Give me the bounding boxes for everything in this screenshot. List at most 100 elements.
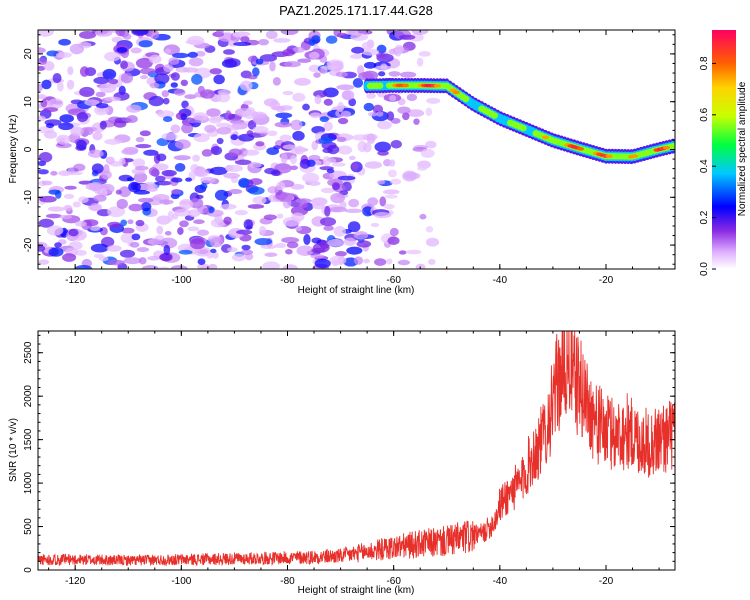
heatmap-cell: [197, 258, 206, 266]
heatmap-cell: [135, 143, 152, 149]
ridge-cell: [452, 90, 460, 95]
x-tick-label: -120: [65, 576, 85, 587]
heatmap-cell: [364, 161, 383, 169]
heatmap-cell: [149, 82, 160, 89]
x-tick-label: -100: [171, 576, 191, 587]
heatmap-cell: [56, 134, 71, 145]
heatmap-cell: [162, 116, 173, 123]
heatmap-cell: [377, 120, 392, 130]
heatmap-cell: [193, 219, 205, 225]
heatmap-cell: [335, 71, 348, 78]
heatmap-cell: [171, 177, 183, 183]
heatmap-cell: [255, 141, 265, 147]
heatmap-cell: [370, 222, 380, 227]
heatmap-cell: [101, 170, 112, 180]
heatmap-cell: [262, 261, 280, 269]
heatmap-cell: [216, 127, 232, 135]
heatmap-cell: [159, 199, 174, 205]
spectrogram-y-ticks: -20 -10 0 10 20: [23, 34, 675, 265]
colorbar-tick-label: 0.6: [699, 107, 710, 121]
heatmap-cell: [362, 206, 374, 217]
heatmap-cell: [179, 200, 191, 205]
heatmap-cell: [119, 157, 126, 165]
heatmap-cell: [119, 249, 136, 258]
heatmap-cell: [282, 48, 295, 57]
y-tick-label: 0: [23, 567, 34, 573]
heatmap-cell: [289, 154, 297, 165]
snr-series-line: [38, 331, 675, 567]
heatmap-cell: [197, 263, 210, 269]
heatmap-cell: [378, 71, 386, 77]
heatmap-cell: [376, 44, 387, 54]
heatmap-cell: [228, 148, 242, 157]
heatmap-cell: [206, 253, 214, 259]
heatmap-cell: [353, 231, 369, 240]
heatmap-cell: [154, 175, 166, 182]
heatmap-cell: [336, 136, 347, 143]
heatmap-cell: [170, 72, 180, 81]
heatmap-cell: [292, 92, 306, 102]
heatmap-cell: [346, 246, 363, 255]
heatmap-cell: [314, 258, 331, 269]
heatmap-cell: [290, 147, 301, 155]
heatmap-cell: [181, 123, 194, 134]
y-tick-label: 10: [23, 96, 34, 108]
heatmap-cell: [290, 184, 305, 190]
heatmap-cell: [38, 47, 46, 54]
heatmap-cell: [73, 163, 86, 172]
heatmap-cell: [329, 206, 347, 213]
colorbar-tick-label: 0.8: [699, 56, 710, 70]
heatmap-cell: [133, 172, 148, 183]
heatmap-cell: [182, 67, 199, 73]
heatmap-cell: [163, 64, 174, 73]
heatmap-cell: [168, 57, 180, 65]
y-tick-label: 1000: [23, 472, 34, 495]
ridge-cell: [541, 135, 549, 140]
heatmap-cell: [374, 141, 391, 153]
heatmap-cell: [234, 209, 248, 216]
heatmap-cell: [333, 226, 346, 237]
heatmap-cell: [38, 94, 47, 100]
heatmap-cell: [156, 138, 169, 147]
snr-xlabel: Height of straight line (km): [298, 585, 415, 596]
heatmap-cell: [246, 130, 254, 136]
ridge-cell: [631, 154, 639, 158]
heatmap-cell: [325, 35, 338, 44]
heatmap-cell: [234, 159, 252, 166]
heatmap-cell: [314, 94, 322, 105]
heatmap-cell: [252, 196, 267, 205]
heatmap-cell: [209, 166, 228, 176]
heatmap-cell: [43, 130, 58, 139]
heatmap-cell: [399, 71, 417, 78]
heatmap-cell: [375, 52, 386, 59]
heatmap-cell: [252, 125, 269, 134]
heatmap-cell: [93, 76, 110, 85]
heatmap-cell: [361, 41, 373, 50]
heatmap-cell: [116, 46, 128, 53]
heatmap-cell: [296, 245, 314, 256]
heatmap-cell: [247, 55, 259, 63]
heatmap-cell: [189, 197, 204, 209]
heatmap-cell: [185, 39, 204, 45]
heatmap-cell: [191, 74, 203, 85]
heatmap-cell: [223, 49, 235, 55]
heatmap-cell: [68, 228, 79, 237]
heatmap-cell: [148, 95, 164, 107]
heatmap-cell: [209, 68, 222, 75]
heatmap-cell: [148, 167, 159, 176]
heatmap-cell: [280, 30, 299, 36]
heatmap-cell: [105, 156, 115, 165]
heatmap-cell: [170, 265, 188, 269]
heatmap-cell: [104, 51, 121, 62]
heatmap-cell: [121, 227, 135, 234]
heatmap-cell: [104, 138, 122, 145]
heatmap-cell: [128, 203, 143, 212]
heatmap-cell: [210, 248, 217, 254]
heatmap-cell: [39, 195, 57, 203]
heatmap-cell: [157, 266, 170, 269]
heatmap-cell: [195, 194, 204, 199]
heatmap-cell: [58, 122, 74, 131]
ridge-cell: [376, 82, 384, 89]
ridge-cell: [669, 142, 675, 150]
heatmap-cell: [373, 212, 392, 219]
